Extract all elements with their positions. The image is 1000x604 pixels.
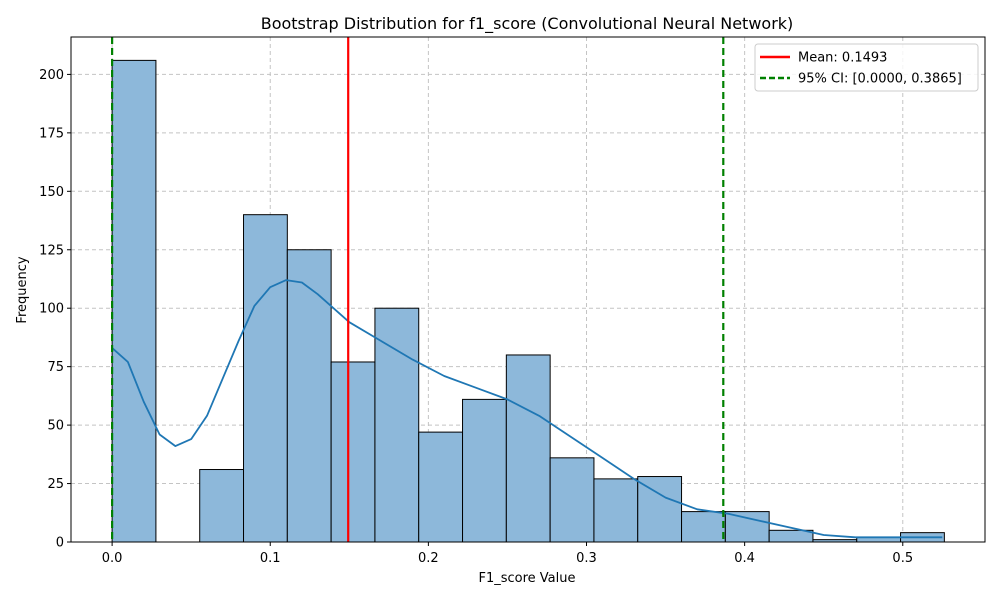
- histogram-bar-2: [199, 469, 245, 543]
- histogram-bar-3: [243, 214, 288, 543]
- x-axis-title: F1_score Value: [478, 571, 575, 586]
- y-tick-label-5: 125: [39, 243, 64, 258]
- histogram-bar-12: [637, 476, 683, 543]
- plot-area-frame: [70, 36, 986, 543]
- histogram-bar-6: [374, 307, 420, 543]
- x-tick-label-1: 0.1: [260, 551, 281, 566]
- y-tick-label-6: 150: [39, 185, 64, 200]
- histogram-bar-8: [462, 398, 507, 543]
- x-axis-ticks: 0.0 0.1 0.2 0.3 0.4 0.5: [102, 542, 913, 566]
- histogram-bar-10: [549, 457, 595, 543]
- y-tick-label-2: 50: [47, 419, 64, 434]
- chart-title: Bootstrap Distribution for f1_score (Con…: [261, 14, 794, 34]
- legend-box: [754, 43, 979, 92]
- x-tick-label-2: 0.2: [418, 551, 439, 566]
- y-axis-title: Frequency: [15, 256, 30, 323]
- histogram-bar-0: [111, 59, 157, 543]
- kde-curve-layer: [111, 279, 943, 539]
- y-tick-label-7: 175: [39, 126, 64, 141]
- y-tick-label-0: 0: [56, 536, 64, 551]
- histogram-bar-5: [330, 361, 376, 543]
- y-axis-ticks: 0 25 50 75 100 125 150 175 200: [39, 68, 71, 551]
- x-tick-label-4: 0.4: [734, 551, 755, 566]
- histogram-bar-4: [286, 249, 332, 543]
- histogram-bar-13: [681, 511, 726, 543]
- histogram-bar-7: [418, 431, 464, 543]
- x-tick-label-3: 0.3: [576, 551, 597, 566]
- x-tick-label-0: 0.0: [102, 551, 123, 566]
- legend: Mean: 0.1493 95% CI: [0.0000, 0.3865]: [754, 43, 979, 92]
- y-tick-label-8: 200: [39, 68, 64, 83]
- x-tick-label-5: 0.5: [892, 551, 913, 566]
- legend-label-1: 95% CI: [0.0000, 0.3865]: [798, 72, 962, 87]
- y-tick-label-4: 100: [39, 302, 64, 317]
- histogram-bar-14: [724, 511, 770, 543]
- legend-label-0: Mean: 0.1493: [798, 51, 887, 66]
- histogram-bar-11: [593, 478, 639, 543]
- histogram-bar-9: [505, 354, 551, 543]
- kde-curve: [111, 279, 943, 539]
- histogram-bars: [111, 59, 945, 543]
- reference-lines: [111, 37, 725, 542]
- y-tick-label-1: 25: [47, 477, 64, 492]
- y-tick-label-3: 75: [47, 360, 64, 375]
